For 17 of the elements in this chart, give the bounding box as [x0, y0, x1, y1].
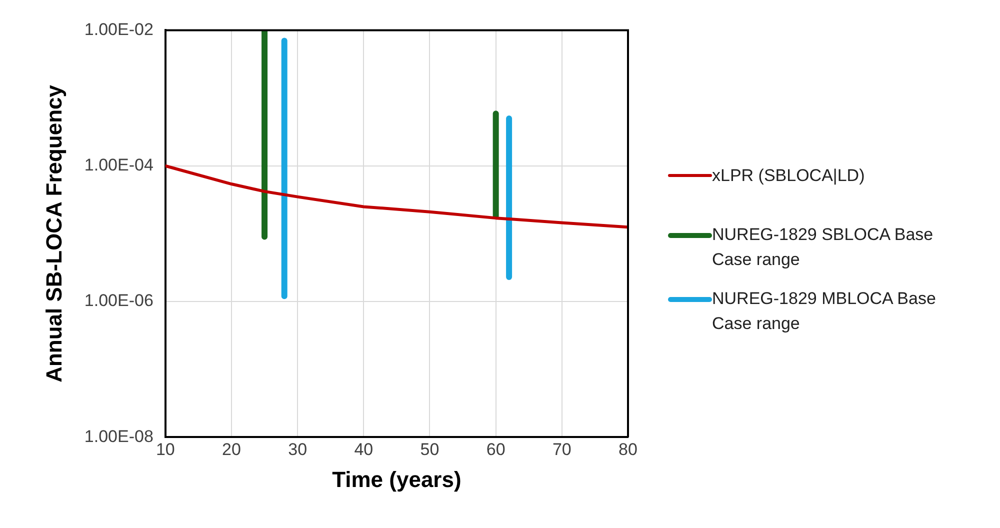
x-tick-label: 80: [618, 440, 638, 460]
y-tick-label: 1.00E-02: [84, 20, 154, 39]
x-tick-label: 60: [486, 440, 506, 460]
y-axis-title: Annual SB-LOCA Frequency: [41, 84, 66, 382]
x-tick-label: 50: [420, 440, 440, 460]
legend-label: NUREG-1829 SBLOCA Base Case range: [712, 224, 934, 271]
x-tick-label: 70: [552, 440, 572, 460]
legend-label: xLPR (SBLOCA|LD): [712, 165, 866, 187]
y-tick-label: 1.00E-06: [84, 291, 154, 310]
x-tick-label: 30: [288, 440, 308, 460]
y-tick-label: 1.00E-08: [84, 426, 154, 446]
x-tick-label: 20: [222, 440, 241, 460]
x-tick-label: 10: [156, 440, 175, 460]
x-tick-label: 40: [354, 440, 374, 460]
x-axis-title: Time (years): [332, 466, 462, 492]
y-tick-label: 1.00E-04: [84, 156, 154, 175]
legend-label: NUREG-1829 MBLOCA Base Case range: [712, 288, 937, 335]
